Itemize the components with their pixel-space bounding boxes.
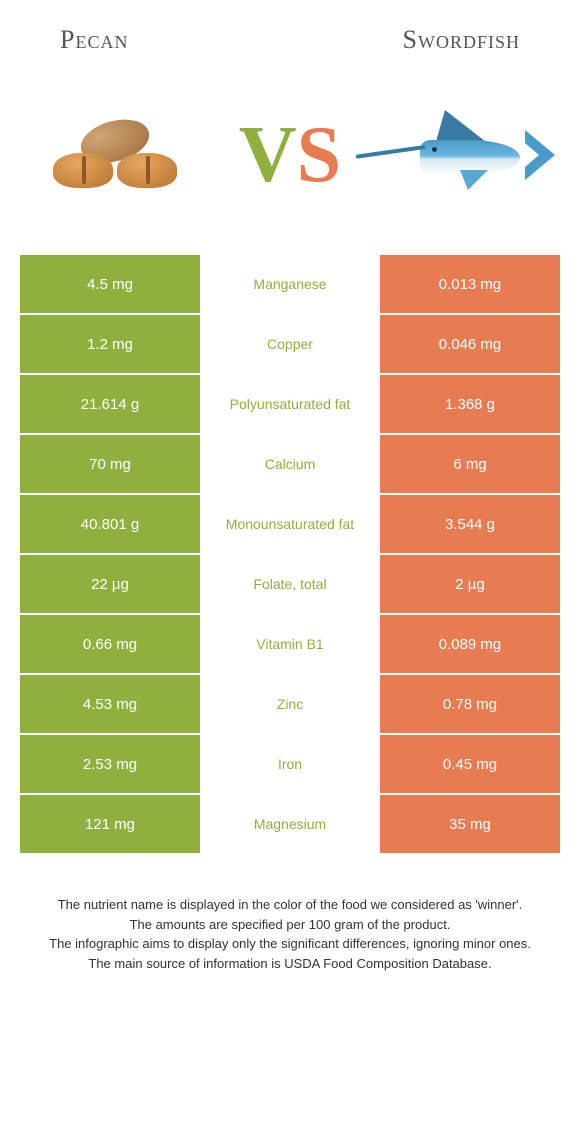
right-value: 0.013 mg xyxy=(380,255,560,313)
footer-notes: The nutrient name is displayed in the co… xyxy=(0,855,580,973)
vs-label: VS xyxy=(239,110,341,201)
pecan-half-icon xyxy=(117,153,177,188)
header: Pecan Swordfish xyxy=(0,0,580,65)
table-row: 0.66 mgVitamin B10.089 mg xyxy=(20,615,560,673)
comparison-table: 4.5 mgManganese0.013 mg1.2 mgCopper0.046… xyxy=(20,255,560,853)
table-row: 4.5 mgManganese0.013 mg xyxy=(20,255,560,313)
table-row: 1.2 mgCopper0.046 mg xyxy=(20,315,560,373)
right-value: 2 µg xyxy=(380,555,560,613)
right-value: 0.45 mg xyxy=(380,735,560,793)
table-row: 70 mgCalcium6 mg xyxy=(20,435,560,493)
vs-s: S xyxy=(297,110,342,201)
right-value: 0.046 mg xyxy=(380,315,560,373)
right-food-title: Swordfish xyxy=(403,25,520,55)
footer-line: The infographic aims to display only the… xyxy=(30,934,550,954)
right-value: 3.544 g xyxy=(380,495,560,553)
images-row: VS xyxy=(0,65,580,255)
right-value: 6 mg xyxy=(380,435,560,493)
left-value: 121 mg xyxy=(20,795,200,853)
nutrient-name: Manganese xyxy=(200,255,380,313)
pecan-half-icon xyxy=(53,153,113,188)
nutrient-name: Polyunsaturated fat xyxy=(200,375,380,433)
right-value: 0.089 mg xyxy=(380,615,560,673)
swordfish-fin-icon xyxy=(460,170,488,190)
nutrient-name: Monounsaturated fat xyxy=(200,495,380,553)
footer-line: The nutrient name is displayed in the co… xyxy=(30,895,550,915)
table-row: 21.614 gPolyunsaturated fat1.368 g xyxy=(20,375,560,433)
table-row: 2.53 mgIron0.45 mg xyxy=(20,735,560,793)
swordfish-bill-icon xyxy=(355,145,425,159)
swordfish-eye-icon xyxy=(432,147,437,152)
right-value: 0.78 mg xyxy=(380,675,560,733)
left-value: 40.801 g xyxy=(20,495,200,553)
left-value: 0.66 mg xyxy=(20,615,200,673)
left-food-title: Pecan xyxy=(60,25,128,55)
pecan-image xyxy=(30,85,200,225)
table-row: 4.53 mgZinc0.78 mg xyxy=(20,675,560,733)
nutrient-name: Calcium xyxy=(200,435,380,493)
table-row: 22 µgFolate, total2 µg xyxy=(20,555,560,613)
left-value: 1.2 mg xyxy=(20,315,200,373)
left-value: 70 mg xyxy=(20,435,200,493)
swordfish-image xyxy=(380,85,550,225)
nutrient-name: Vitamin B1 xyxy=(200,615,380,673)
nutrient-name: Folate, total xyxy=(200,555,380,613)
left-value: 22 µg xyxy=(20,555,200,613)
table-row: 40.801 gMonounsaturated fat3.544 g xyxy=(20,495,560,553)
left-value: 21.614 g xyxy=(20,375,200,433)
left-value: 4.5 mg xyxy=(20,255,200,313)
nutrient-name: Magnesium xyxy=(200,795,380,853)
footer-line: The main source of information is USDA F… xyxy=(30,954,550,974)
nutrient-name: Copper xyxy=(200,315,380,373)
swordfish-tail-icon xyxy=(525,130,555,180)
table-row: 121 mgMagnesium35 mg xyxy=(20,795,560,853)
right-value: 35 mg xyxy=(380,795,560,853)
left-value: 2.53 mg xyxy=(20,735,200,793)
nutrient-name: Zinc xyxy=(200,675,380,733)
left-value: 4.53 mg xyxy=(20,675,200,733)
right-value: 1.368 g xyxy=(380,375,560,433)
vs-v: V xyxy=(239,110,297,201)
footer-line: The amounts are specified per 100 gram o… xyxy=(30,915,550,935)
nutrient-name: Iron xyxy=(200,735,380,793)
